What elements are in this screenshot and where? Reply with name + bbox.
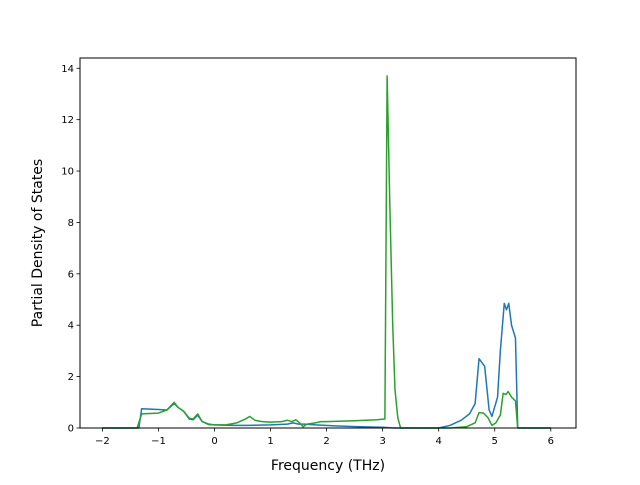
y-tick-label: 6 [68, 269, 74, 280]
x-tick-label: 1 [267, 436, 273, 447]
series-line-2 [102, 75, 551, 429]
x-tick-label: 0 [211, 436, 217, 447]
x-tick-label: 6 [548, 436, 554, 447]
x-tick-label: 5 [492, 436, 498, 447]
y-axis-label: Partial Density of States [30, 159, 46, 327]
y-tick-label: 10 [61, 167, 74, 178]
x-tick-label: 2 [323, 436, 329, 447]
y-tick-label: 8 [68, 218, 74, 229]
x-tick-label: 3 [379, 436, 385, 447]
y-tick-label: 12 [61, 115, 74, 126]
series-layer [102, 75, 551, 429]
y-tick-label: 14 [61, 64, 74, 75]
x-tick-label: −1 [151, 436, 166, 447]
x-tick-label: −2 [95, 436, 110, 447]
plot-frame [79, 57, 577, 429]
y-tick-label: 4 [68, 321, 74, 332]
y-tick-label: 2 [68, 372, 74, 383]
x-axis-label: Frequency (THz) [271, 458, 385, 474]
y-tick-label: 0 [68, 424, 74, 435]
x-tick-label: 4 [436, 436, 442, 447]
